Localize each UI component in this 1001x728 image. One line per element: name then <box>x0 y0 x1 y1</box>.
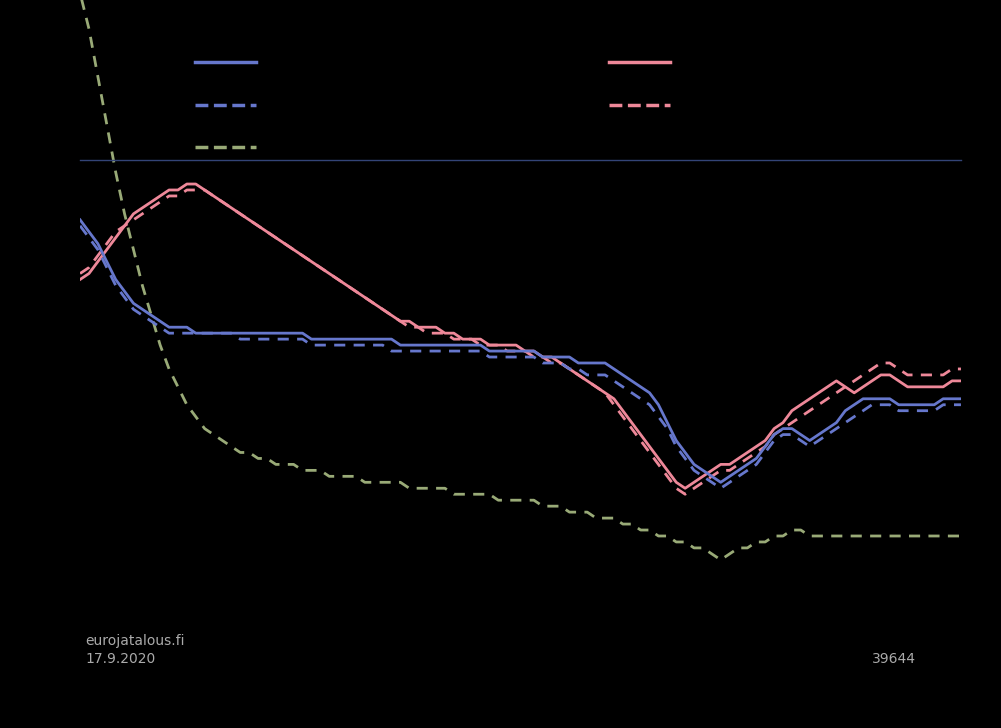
Text: 39644: 39644 <box>872 652 916 666</box>
Text: eurojatalous.fi
17.9.2020: eurojatalous.fi 17.9.2020 <box>85 633 184 666</box>
